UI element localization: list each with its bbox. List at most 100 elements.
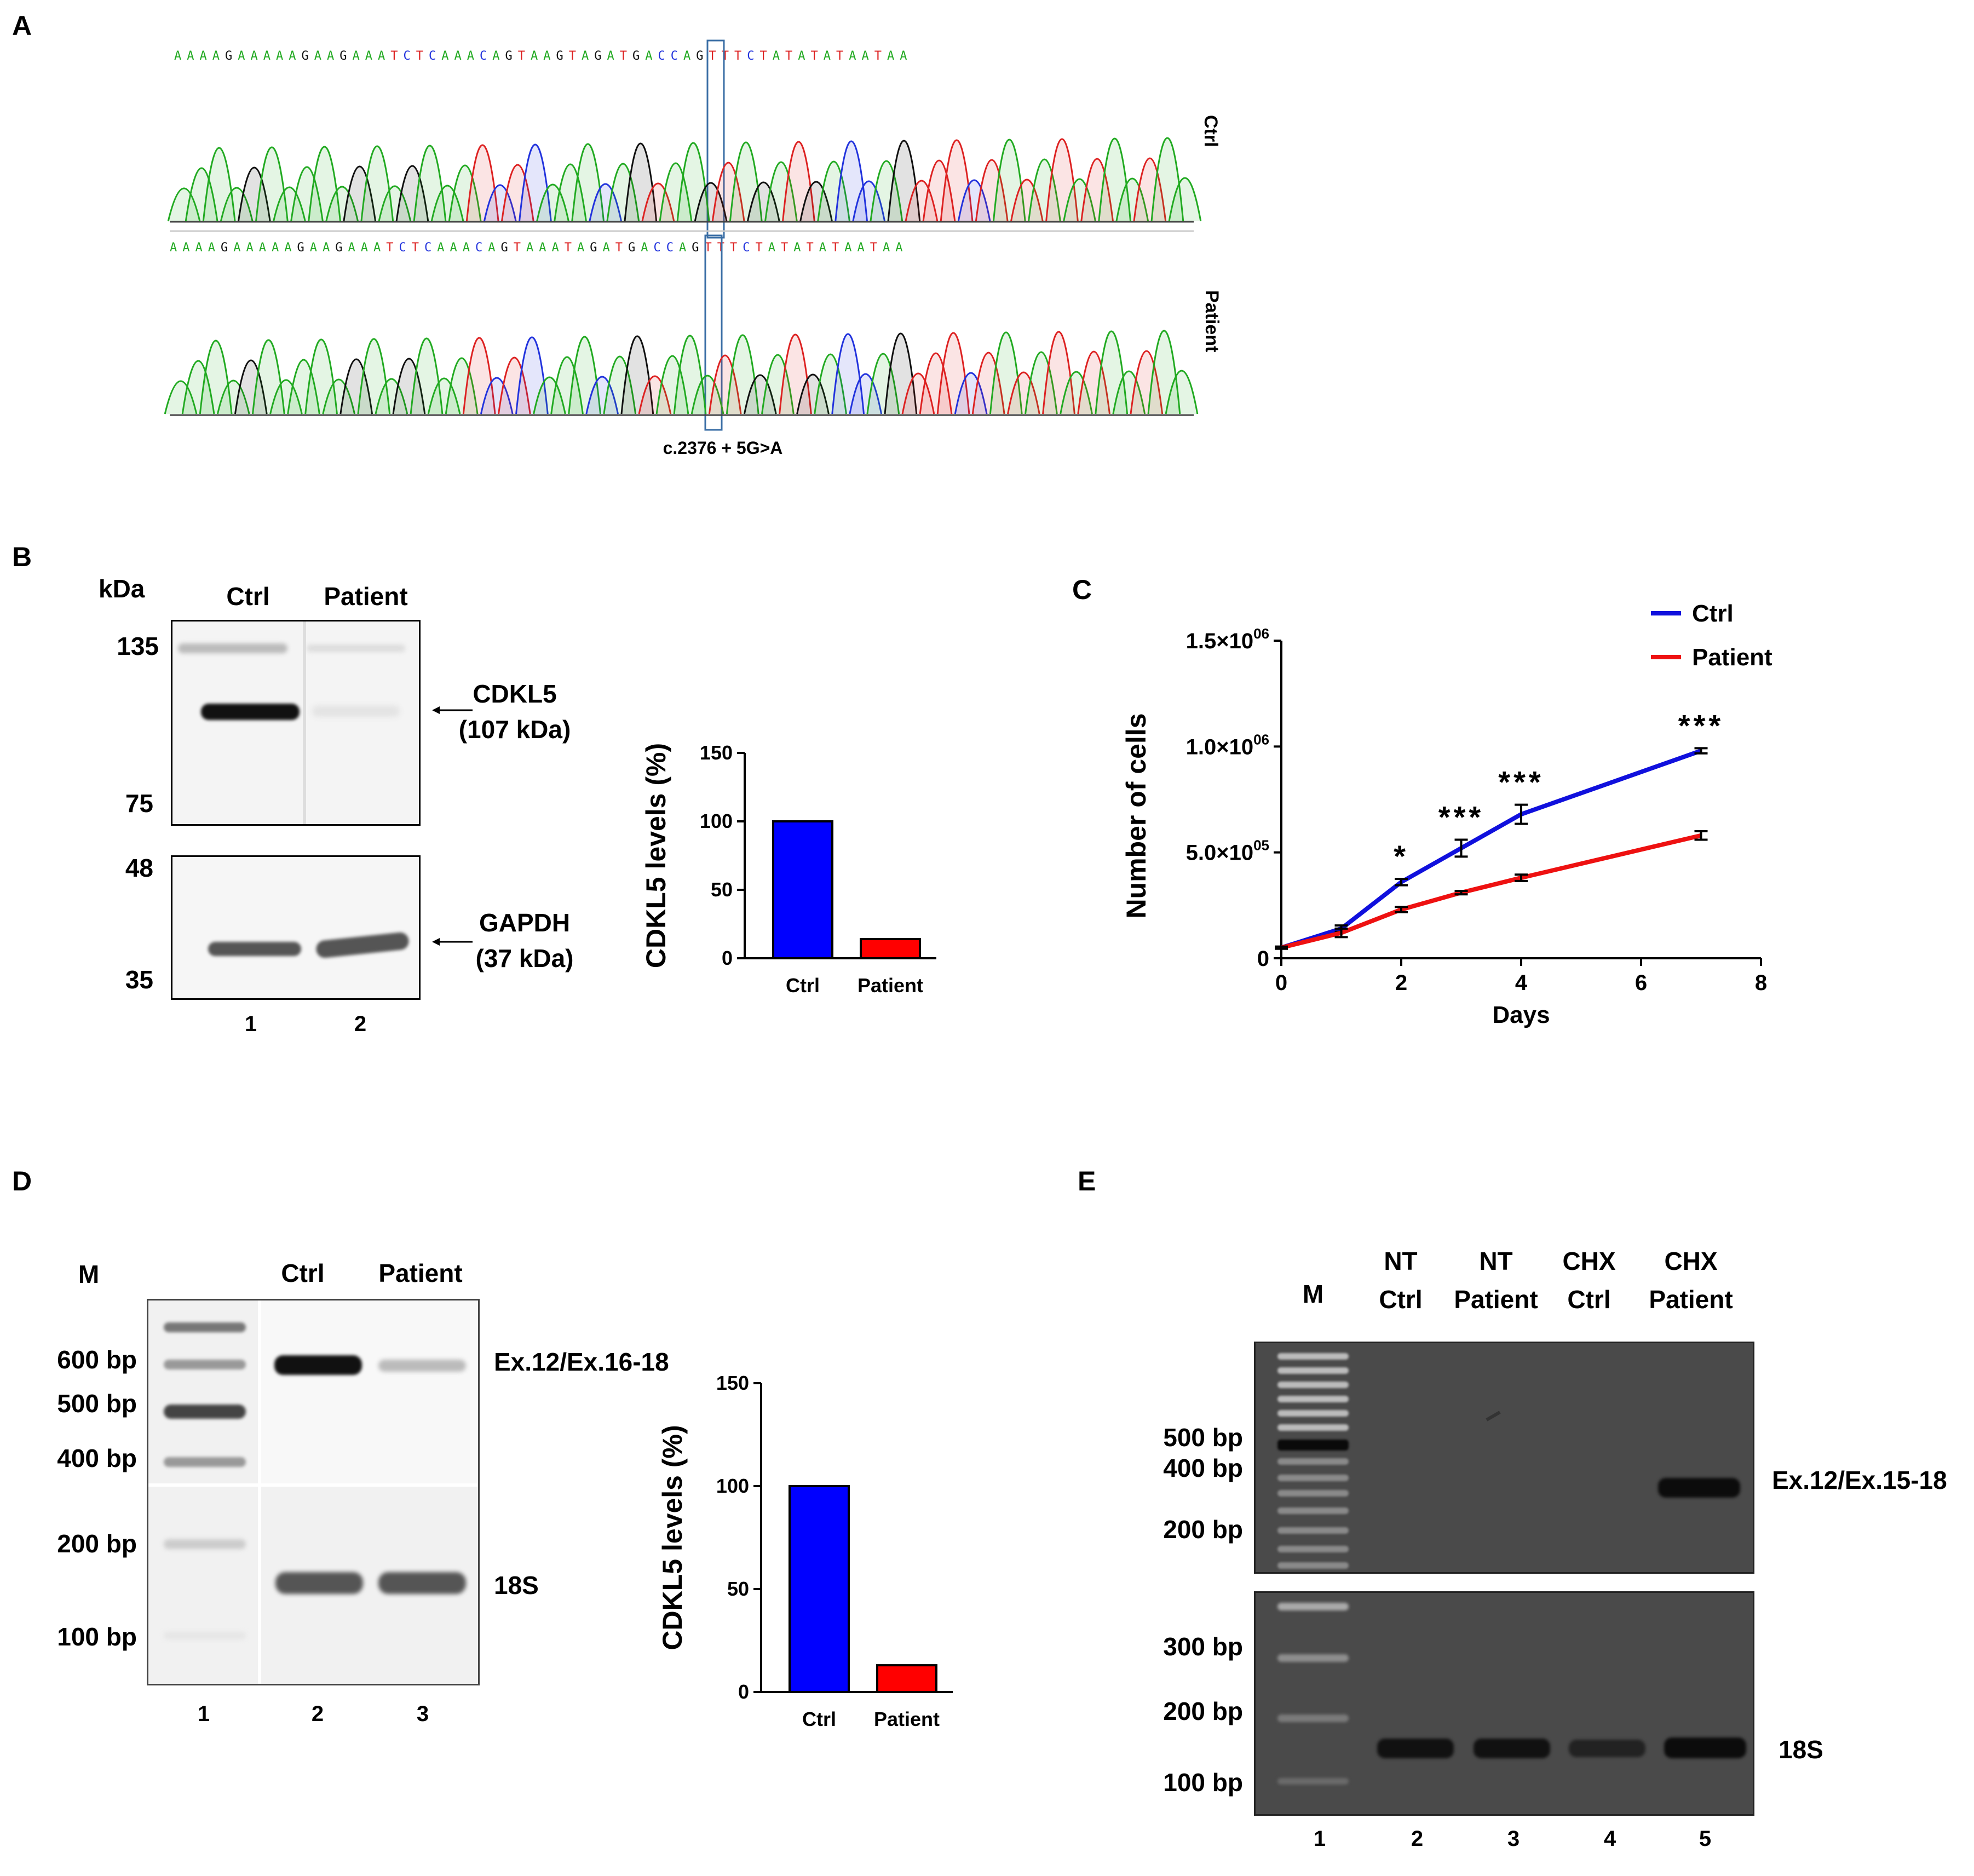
trace-peak: [536, 183, 569, 222]
trace-peak: [624, 142, 658, 222]
base-letter: A: [187, 49, 200, 63]
trace-peak: [708, 354, 742, 415]
category-label: Patient: [874, 1708, 940, 1730]
lane-label-e-2-top: NT: [1384, 1247, 1418, 1275]
y-tick-label: 5.0×1005: [1186, 837, 1269, 865]
base-letter: A: [327, 49, 340, 63]
trace-peak: [325, 186, 359, 222]
lane-number-e-4: 4: [1603, 1827, 1616, 1851]
lane-label-e-4-bottom: Ctrl: [1567, 1285, 1611, 1314]
band-18s-nt-patient: [1474, 1739, 1550, 1758]
base-letter: C: [480, 49, 493, 63]
trace-peak: [761, 354, 795, 415]
trace-peak: [413, 145, 447, 222]
base-letter: T: [734, 49, 747, 63]
base-letter: A: [768, 241, 781, 255]
band-label-18s-d: 18S: [494, 1571, 539, 1599]
base-letter: A: [246, 241, 259, 255]
y-tick-label: 0: [722, 947, 733, 969]
trace-peak: [252, 339, 285, 415]
base-letter: T: [411, 241, 424, 255]
sequence-patient: AAAAGAAAAAGAAGAAATCTCAAACAGTAAATAGATGACC…: [170, 241, 908, 255]
sequence-ctrl: AAAAGAAAAAGAAGAAATCTCAAACAGTAAGTAGATGACC…: [174, 49, 913, 63]
trace-peak: [445, 357, 479, 415]
base-letter: A: [212, 49, 225, 63]
base-letter: A: [360, 241, 373, 255]
trace-peak: [603, 355, 637, 415]
base-letter: T: [416, 49, 429, 63]
trace-peak: [568, 336, 601, 415]
trace-peak: [1115, 177, 1149, 222]
trace-peak: [237, 166, 271, 222]
marker-135: 135: [117, 632, 159, 660]
trace-peak: [940, 139, 974, 222]
trace-peak: [202, 147, 236, 222]
base-letter: A: [679, 241, 692, 255]
band-label-gapdh-size: (37 kDa): [475, 944, 574, 972]
base-letter: A: [208, 241, 221, 255]
base-letter: C: [747, 49, 760, 63]
x-tick-label: 6: [1635, 971, 1647, 995]
base-letter: G: [590, 241, 603, 255]
lane-label-e-4-top: CHX: [1562, 1247, 1616, 1275]
chromatogram-ctrl: [167, 137, 1202, 222]
trace-peak: [673, 335, 707, 415]
base-letter: T: [386, 241, 399, 255]
band-ex12-patient: [378, 1360, 466, 1372]
trace-peak: [1147, 330, 1181, 415]
base-letter: A: [250, 49, 263, 63]
ladder-band: [1277, 1546, 1349, 1552]
base-letter: G: [628, 241, 641, 255]
trace-peak: [1060, 371, 1093, 415]
ladder-band: [1277, 1396, 1349, 1402]
base-letter: A: [607, 49, 620, 63]
chromatogram-patient: [164, 330, 1199, 415]
mutation-label: c.2376 + 5G>A: [663, 438, 783, 458]
trace-peak: [304, 338, 338, 415]
trace-peak: [676, 142, 710, 222]
trace-peak: [550, 356, 584, 415]
marker-lane-label-e: M: [1302, 1280, 1324, 1308]
trace-peak: [1150, 137, 1184, 222]
gel-e-top: [1254, 1342, 1754, 1574]
base-letter: A: [900, 49, 913, 63]
base-letter: C: [666, 241, 679, 255]
trace-peak: [1042, 331, 1075, 415]
bar-chart-d: 0 50 100 150 Ctrl Patient CDKL5 levels (%): [657, 1372, 953, 1730]
y-axis-label: CDKL5 levels (%): [641, 743, 671, 968]
base-letter: A: [323, 241, 336, 255]
base-letter: T: [615, 241, 628, 255]
x-tick-label: 8: [1755, 971, 1767, 995]
trace-peak: [884, 332, 918, 415]
ladder-band: [1277, 1527, 1349, 1534]
trace-peak: [764, 161, 798, 222]
base-letter: A: [233, 241, 246, 255]
base-letter: A: [170, 241, 183, 255]
x-axis-label: Days: [1492, 1002, 1550, 1028]
chromatogram-panel: [164, 39, 1202, 431]
y-tick-label: 1.0×1006: [1186, 731, 1269, 759]
base-letter: A: [365, 49, 378, 63]
base-letter: A: [602, 241, 615, 255]
trace-peak: [992, 139, 1026, 222]
base-letter: T: [704, 241, 717, 255]
base-letter: A: [199, 49, 212, 63]
significance-marker: ***: [1438, 799, 1484, 834]
trace-peak: [779, 333, 812, 415]
base-letter: C: [653, 241, 666, 255]
trace-peak: [500, 164, 534, 222]
base-letter: A: [539, 241, 552, 255]
y-tick-label: 150: [716, 1372, 749, 1394]
band-gapdh-ctrl: [208, 942, 301, 956]
blot-gapdh: [171, 855, 421, 1000]
base-letter: T: [806, 241, 819, 255]
panel-label-c: C: [1072, 574, 1092, 605]
base-letter: T: [564, 241, 577, 255]
base-letter: A: [314, 49, 327, 63]
base-letter: T: [619, 49, 632, 63]
series-line-patient: [1281, 833, 1702, 950]
base-letter: T: [390, 49, 404, 63]
marker-500bp: 500 bp: [57, 1389, 137, 1418]
base-letter: A: [819, 241, 832, 255]
band-18s-nt-ctrl: [1377, 1739, 1454, 1758]
